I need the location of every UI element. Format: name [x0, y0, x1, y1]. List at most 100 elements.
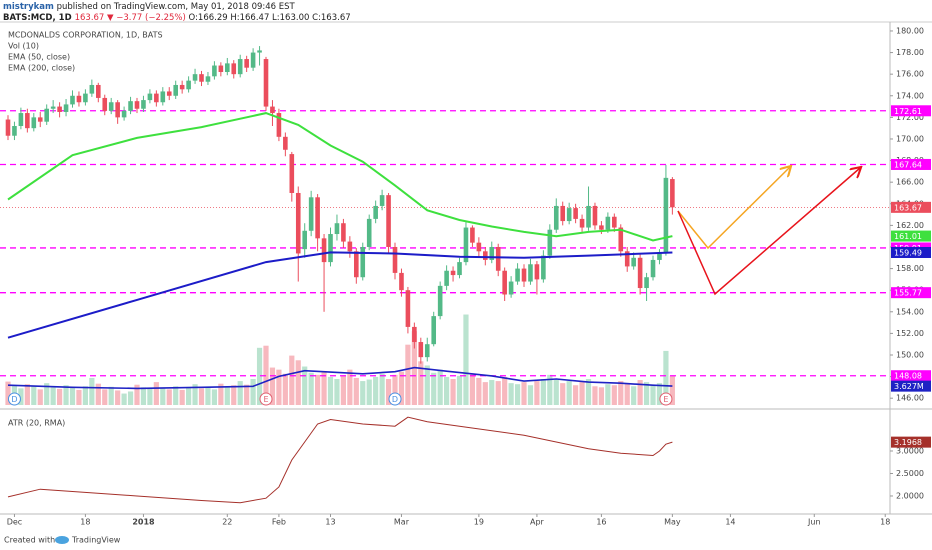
event-marker — [659, 392, 673, 406]
volume-bar — [340, 375, 347, 405]
candle-body — [592, 205, 598, 226]
y-tick-label: 176.00 — [896, 70, 924, 79]
change: 163.67 ▼ −3.77 (−2.25%) — [75, 13, 189, 23]
candle-body — [302, 230, 308, 250]
volume-bar — [237, 381, 243, 405]
volume-bar — [643, 382, 650, 405]
volume-bar — [263, 345, 269, 405]
volume-bar — [663, 350, 669, 405]
volume-bar — [63, 385, 69, 405]
candle-body — [154, 93, 159, 103]
volume-bar — [527, 385, 534, 405]
logo — [55, 536, 69, 544]
candle-body — [489, 246, 495, 260]
volume-bar — [334, 378, 340, 405]
symbol: BATS:MCD, 1D — [3, 13, 75, 23]
volume-bar — [231, 385, 237, 405]
level-label: 148.08 — [894, 372, 922, 381]
volume-bar — [89, 377, 95, 405]
x-tick-label: May — [664, 518, 681, 527]
event-label: E — [663, 395, 668, 404]
x-tick-label: Mar — [394, 518, 410, 527]
last-price-label: 163.67 — [894, 203, 922, 212]
candle-body — [347, 241, 353, 252]
ema-value-label: 161.01 — [894, 232, 922, 241]
candle-body — [541, 255, 546, 280]
event-marker — [388, 392, 402, 406]
x-tick-label: Jun — [807, 518, 821, 527]
legend-entry: EMA (50, close) — [8, 53, 70, 62]
volume-bar — [37, 389, 43, 405]
volume-bar — [173, 386, 179, 405]
y-tick-label: 146.00 — [896, 394, 924, 403]
event-marker — [259, 392, 273, 406]
volume-bar — [127, 391, 134, 405]
candle-body — [121, 110, 127, 118]
volume-bar — [598, 387, 605, 405]
level-label-box — [891, 158, 931, 170]
candle-body — [57, 106, 62, 112]
candle-body — [270, 106, 275, 114]
candle-body — [399, 272, 404, 291]
candle-body — [83, 93, 88, 103]
candle-body — [192, 74, 198, 81]
candle-body — [586, 205, 591, 228]
volume-bar — [540, 378, 546, 405]
volume-bar — [50, 387, 56, 405]
volume-bar — [315, 374, 321, 405]
candle-body — [263, 59, 269, 107]
volume-bar — [476, 377, 482, 405]
volume-bar — [179, 389, 185, 405]
candle-body — [502, 270, 507, 295]
volume-bar — [618, 381, 624, 405]
x-tick-label: 18 — [880, 518, 890, 527]
volume-bar — [444, 376, 450, 405]
candle-body — [276, 113, 282, 137]
y-tick-label: 3.0000 — [896, 446, 924, 455]
volume-bar — [69, 387, 76, 405]
user[interactable]: mistrykam — [3, 2, 54, 12]
volume-bar — [521, 382, 527, 405]
candle-body — [289, 154, 295, 193]
candle-body — [89, 84, 95, 94]
candle-body — [315, 197, 320, 239]
volume-bar — [605, 384, 611, 405]
volume-bar — [373, 376, 379, 405]
volume-bar — [327, 376, 334, 405]
volume-bar — [560, 383, 566, 405]
volume-bar — [585, 378, 592, 405]
volume-bar — [205, 386, 211, 405]
x-tick-label: 14 — [725, 518, 735, 527]
footer-created: Created with — [4, 536, 55, 545]
y-tick-label: 2.5000 — [896, 469, 924, 478]
volume-bar — [218, 383, 224, 405]
atr-line — [7, 416, 673, 504]
candle-body — [308, 197, 314, 231]
candle-body — [392, 246, 398, 273]
x-tick-label: 19 — [474, 518, 484, 527]
volume-bar — [56, 388, 63, 405]
volume-bar — [5, 381, 11, 405]
candle-body — [379, 195, 385, 206]
candle-body — [128, 101, 133, 111]
candle-body — [476, 242, 482, 252]
candle-body — [141, 100, 146, 109]
event-label: D — [392, 395, 398, 404]
volume-bar — [437, 369, 443, 405]
ema-line — [7, 112, 673, 242]
level-label: 155.77 — [894, 289, 922, 298]
y-tick-label: 162.00 — [896, 221, 924, 230]
volume-bar — [398, 371, 405, 405]
x-tick-label: 18 — [80, 518, 90, 527]
x-tick-label: 2018 — [132, 518, 155, 527]
candle-body — [115, 102, 120, 118]
volume-ma-label-box — [891, 380, 931, 392]
arrow-drawing — [677, 168, 860, 296]
x-tick-label: Apr — [530, 518, 545, 527]
volume-bar — [102, 389, 108, 405]
footer-brand[interactable]: TradingView — [71, 536, 121, 545]
volume-bar — [489, 380, 495, 405]
candle-body — [108, 102, 114, 111]
last-price-label-box — [891, 201, 931, 213]
